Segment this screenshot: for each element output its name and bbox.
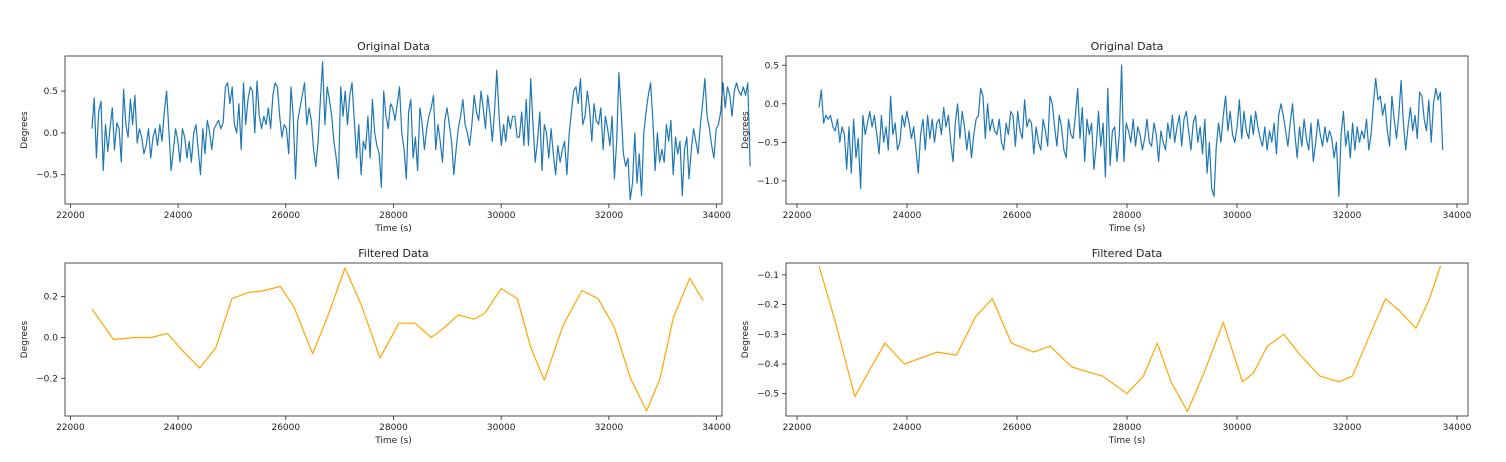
series-line (91, 267, 704, 412)
y-tick-label: −0.2 (36, 374, 58, 384)
plot-frame (64, 262, 723, 417)
x-tick-label: 26000 (1003, 211, 1032, 221)
x-tick-label: 28000 (1113, 211, 1142, 221)
y-axis-label: Degrees (741, 111, 751, 149)
y-tick-label: −0.2 (757, 301, 779, 311)
y-tick-label: −0.4 (757, 360, 779, 370)
x-tick-label: 28000 (379, 423, 408, 433)
x-tick-label: 28000 (379, 211, 408, 221)
x-axis-label: Time (s) (374, 224, 412, 234)
y-tick-label: −0.1 (757, 271, 779, 281)
x-tick-label: 26000 (271, 211, 300, 221)
x-tick-label: 22000 (56, 423, 85, 433)
x-tick-label: 32000 (595, 211, 624, 221)
x-axis-label: Time (s) (1108, 224, 1146, 234)
chart-title: Filtered Data (358, 247, 429, 260)
x-tick-label: 34000 (1443, 211, 1472, 221)
x-tick-label: 32000 (1333, 423, 1362, 433)
y-tick-label: 0.5 (44, 87, 58, 97)
x-tick-label: 24000 (893, 211, 922, 221)
series-line (818, 64, 1444, 197)
x-tick-label: 24000 (164, 423, 193, 433)
y-tick-label: −0.5 (757, 138, 779, 148)
chart-title: Original Data (1091, 40, 1164, 53)
chart-panel-3: 22000 24000 26000 28000 30000 32000 34000 −0.2 0… (20, 247, 731, 446)
y-tick-label: 0.0 (765, 100, 780, 110)
chart-title: Filtered Data (1092, 247, 1163, 260)
chart-title: Original Data (357, 40, 430, 53)
y-tick-label: −0.3 (757, 330, 779, 340)
x-tick-label: 30000 (1223, 211, 1252, 221)
chart-panel-1: 22000 24000 26000 28000 30000 32000 34000 −0.5 0… (20, 40, 751, 234)
x-tick-label: 28000 (1113, 423, 1142, 433)
y-tick-label: 0.0 (44, 333, 59, 343)
y-axis-label: Degrees (741, 320, 751, 358)
y-tick-label: 0.5 (765, 61, 779, 71)
x-tick-label: 24000 (164, 211, 193, 221)
x-tick-label: 24000 (893, 423, 922, 433)
x-tick-label: 30000 (1223, 423, 1252, 433)
chart-panel-2: 22000 24000 26000 28000 30000 32000 34000 −1.0 −… (741, 40, 1472, 234)
x-tick-label: 22000 (783, 211, 812, 221)
x-tick-label: 30000 (487, 423, 516, 433)
x-tick-label: 26000 (1003, 423, 1032, 433)
series-line (91, 61, 751, 201)
plot-frame (64, 55, 723, 205)
x-tick-label: 32000 (1333, 211, 1362, 221)
y-tick-label: −1.0 (757, 177, 779, 187)
chart-panel-4: 22000 24000 26000 28000 30000 32000 34000 −0.5 −… (741, 247, 1472, 446)
y-tick-label: −0.5 (36, 171, 58, 181)
x-tick-label: 26000 (271, 423, 300, 433)
y-axis-label: Degrees (20, 320, 30, 358)
x-tick-label: 34000 (702, 423, 731, 433)
x-tick-label: 30000 (487, 211, 516, 221)
y-axis-label: Degrees (20, 111, 30, 149)
x-axis-label: Time (s) (1108, 436, 1146, 446)
y-tick-label: −0.5 (757, 390, 779, 400)
x-tick-label: 22000 (56, 211, 85, 221)
x-tick-label: 32000 (595, 423, 624, 433)
x-tick-label: 34000 (1443, 423, 1472, 433)
x-axis-label: Time (s) (374, 436, 412, 446)
y-tick-label: 0.0 (44, 129, 59, 139)
x-tick-label: 34000 (702, 211, 731, 221)
x-tick-label: 22000 (783, 423, 812, 433)
series-line (818, 265, 1442, 413)
y-tick-label: 0.2 (44, 293, 58, 303)
